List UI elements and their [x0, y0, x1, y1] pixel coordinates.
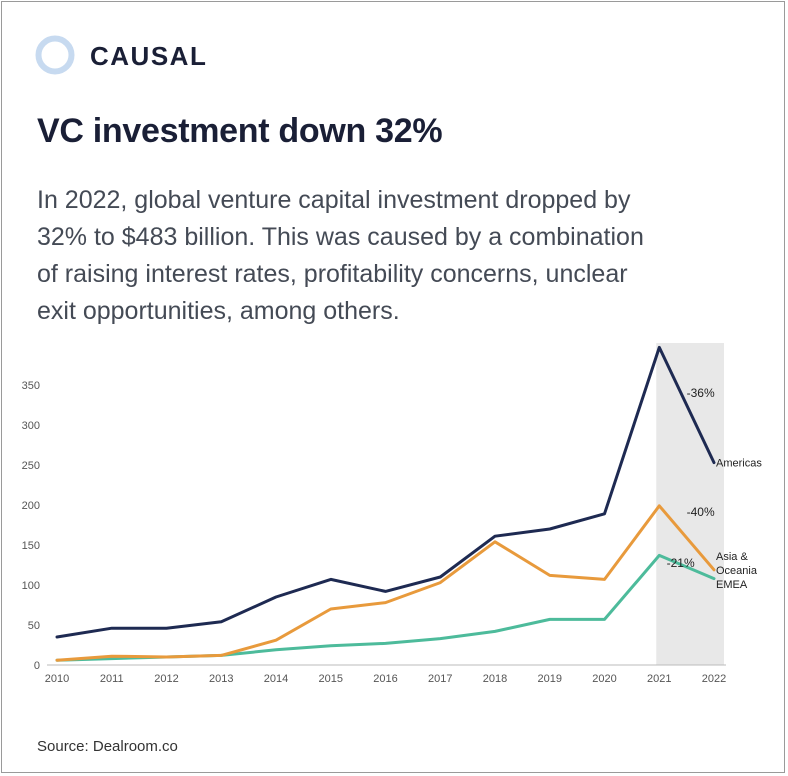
line-chart: 0 50 100 150 200 250 300 350 2010 2011 2012 2013 201… — [22, 343, 762, 685]
x-tick-label: 2014 — [264, 673, 288, 685]
description: In 2022, global venture capital investme… — [37, 182, 757, 330]
logo-ring — [35, 35, 75, 75]
y-tick-label: 0 — [34, 660, 40, 672]
description-line: exit opportunities, among others. — [37, 297, 400, 325]
series-line-emea — [55, 553, 716, 662]
x-tick-label: 2017 — [428, 673, 452, 685]
y-tick-label: 200 — [22, 500, 40, 512]
x-tick-label: 2011 — [100, 673, 124, 685]
series-end-label: EMEA — [716, 579, 748, 591]
change-label: -21% — [667, 556, 695, 570]
x-tick-label: 2012 — [154, 673, 178, 685]
description-line: In 2022, global venture capital investme… — [37, 186, 631, 214]
causal-logo-icon — [35, 35, 75, 75]
x-tick-label: 2015 — [319, 673, 343, 685]
change-label: -40% — [687, 505, 715, 519]
series-end-label: Asia & Oceania — [716, 551, 758, 577]
description-line: 32% to $483 billion. This was caused by … — [37, 223, 644, 251]
description-line: of raising interest rates, profitability… — [37, 260, 628, 288]
y-tick-label: 150 — [22, 540, 40, 552]
change-label: -36% — [687, 386, 715, 400]
source-note: Source: Dealroom.co — [37, 738, 178, 755]
series-line-asia-oceania — [55, 504, 716, 662]
highlight-band — [656, 343, 724, 665]
x-tick-label: 2020 — [592, 673, 616, 685]
brand-name: CAUSAL — [90, 41, 208, 71]
y-tick-label: 300 — [22, 420, 40, 432]
y-tick-label: 350 — [22, 380, 40, 392]
x-tick-label: 2018 — [483, 673, 507, 685]
x-tick-label: 2016 — [373, 673, 397, 685]
x-tick-label: 2010 — [45, 673, 69, 685]
page-title: VC investment down 32% — [37, 112, 443, 150]
x-tick-label: 2021 — [647, 673, 671, 685]
x-tick-label: 2022 — [702, 673, 726, 685]
y-tick-label: 50 — [28, 620, 40, 632]
y-tick-label: 100 — [22, 580, 40, 592]
x-tick-label: 2013 — [209, 673, 233, 685]
x-tick-label: 2019 — [538, 673, 562, 685]
series-line-americas — [55, 345, 716, 639]
series-end-label: Americas — [716, 458, 762, 470]
y-tick-label: 250 — [22, 460, 40, 472]
